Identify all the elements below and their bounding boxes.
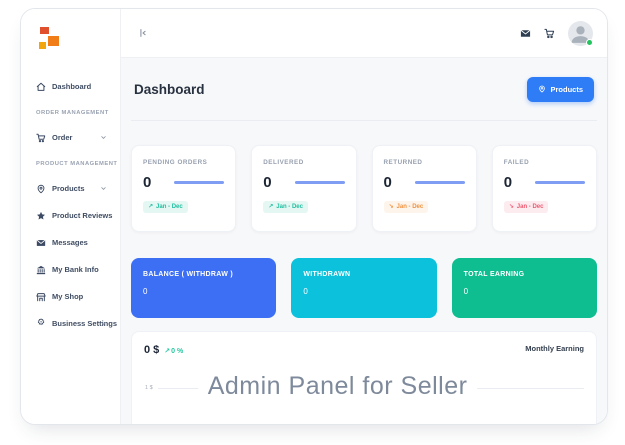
stats-row: PENDING ORDERS 0 ↗ Jan - Dec DELIVERED 0 bbox=[131, 145, 597, 232]
sparkline bbox=[535, 180, 585, 185]
stat-value: 0 bbox=[143, 174, 152, 191]
sidebar-section-product-management: PRODUCT MANAGEMENT bbox=[36, 161, 118, 167]
pin-icon bbox=[36, 184, 46, 194]
logo-square-yellow bbox=[39, 42, 46, 49]
earning-chart: 1 $ Admin Panel for Seller bbox=[144, 368, 584, 424]
user-avatar[interactable] bbox=[568, 20, 593, 46]
stat-label: PENDING ORDERS bbox=[143, 159, 208, 166]
sidebar: Dashboard ORDER MANAGEMENT Order PRODUCT… bbox=[21, 9, 121, 424]
sparkline bbox=[174, 180, 225, 185]
cart-icon bbox=[36, 133, 46, 143]
logo-square-red bbox=[40, 27, 49, 34]
page-header: Dashboard Products bbox=[131, 58, 597, 121]
sidebar-item-label: Product Reviews bbox=[52, 211, 113, 220]
summary-label: TOTAL EARNING bbox=[463, 271, 525, 278]
sparkline bbox=[414, 180, 465, 185]
stat-card-delivered[interactable]: DELIVERED 0 ↗ Jan - Dec bbox=[251, 145, 357, 232]
content: Dashboard Products PENDING ORDERS 0 ↗ bbox=[121, 58, 607, 424]
messages-icon[interactable] bbox=[520, 28, 531, 39]
date-range-badge: ↗ Jan - Dec bbox=[263, 201, 308, 213]
sidebar-item-products[interactable]: Products bbox=[21, 175, 120, 202]
main-area: Dashboard Products PENDING ORDERS 0 ↗ bbox=[121, 9, 607, 424]
bank-icon bbox=[36, 265, 46, 275]
sparkline bbox=[294, 180, 345, 185]
gear-icon: ⚙ bbox=[36, 318, 46, 328]
products-button[interactable]: Products bbox=[527, 76, 594, 102]
stat-value: 0 bbox=[503, 174, 513, 191]
page-title: Dashboard bbox=[134, 81, 205, 97]
withdrawn-card[interactable]: WITHDRAWN 0 bbox=[291, 258, 437, 318]
summary-label: BALANCE ( WITHDRAW ) bbox=[143, 271, 233, 278]
trend-up-icon: ↗ bbox=[148, 203, 154, 210]
sidebar-section-order-management: ORDER MANAGEMENT bbox=[36, 110, 109, 116]
sidebar-item-label: Order bbox=[52, 133, 73, 142]
sidebar-item-my-shop[interactable]: My Shop bbox=[21, 283, 120, 310]
shop-icon bbox=[36, 292, 46, 302]
chevron-down-icon bbox=[100, 185, 107, 192]
stat-label: RETURNED bbox=[383, 159, 423, 166]
badge-label: Jan - Dec bbox=[516, 204, 544, 210]
cart-icon[interactable] bbox=[544, 28, 555, 39]
badge-label: Jan - Dec bbox=[276, 204, 303, 210]
topbar-actions bbox=[520, 20, 593, 46]
badge-label: Jan - Dec bbox=[156, 204, 183, 210]
summary-label: WITHDRAWN bbox=[303, 271, 351, 278]
trend-up-icon: ↗ bbox=[164, 347, 171, 355]
sidebar-item-label: Business Settings bbox=[52, 319, 118, 328]
date-range-badge: ↘ Jan - Dec bbox=[383, 201, 429, 213]
stat-label: DELIVERED bbox=[263, 159, 304, 166]
brand-logo[interactable] bbox=[37, 27, 63, 61]
earning-trend: ↗ 0 % bbox=[164, 347, 183, 355]
sidebar-nav: Dashboard ORDER MANAGEMENT Order PRODUCT… bbox=[21, 73, 120, 337]
home-icon bbox=[36, 82, 46, 92]
stat-card-failed[interactable]: FAILED 0 ↘ Jan - Dec bbox=[491, 145, 597, 232]
sidebar-item-label: My Bank Info bbox=[52, 265, 99, 274]
earning-percent: 0 % bbox=[171, 348, 184, 355]
sidebar-item-business-settings[interactable]: ⚙ Business Settings bbox=[21, 310, 120, 337]
sidebar-item-product-reviews[interactable]: Product Reviews bbox=[21, 202, 120, 229]
summary-value: 0 bbox=[463, 287, 469, 296]
sidebar-item-label: Dashboard bbox=[52, 82, 92, 91]
watermark-text: Admin Panel for Seller bbox=[197, 372, 478, 401]
sidebar-item-order[interactable]: Order bbox=[21, 124, 120, 151]
stat-value: 0 bbox=[383, 174, 392, 191]
sidebar-collapse-icon[interactable] bbox=[138, 28, 148, 38]
total-earning-card[interactable]: TOTAL EARNING 0 bbox=[451, 258, 597, 318]
products-button-label: Products bbox=[550, 84, 583, 94]
date-range-badge: ↗ Jan - Dec bbox=[143, 201, 188, 213]
y-axis-tick: 1 $ bbox=[145, 385, 153, 391]
sidebar-item-dashboard[interactable]: Dashboard bbox=[21, 73, 120, 100]
sidebar-item-my-bank-info[interactable]: My Bank Info bbox=[21, 256, 120, 283]
topbar bbox=[121, 9, 607, 58]
sidebar-item-label: Messages bbox=[52, 238, 88, 247]
date-range-badge: ↘ Jan - Dec bbox=[503, 201, 549, 213]
chart-title: Monthly Earning bbox=[525, 344, 584, 353]
earning-value: 0 $ bbox=[144, 344, 160, 356]
chevron-down-icon bbox=[100, 134, 107, 141]
sidebar-item-label: My Shop bbox=[52, 292, 84, 301]
stat-value: 0 bbox=[263, 174, 272, 191]
app-window: Dashboard ORDER MANAGEMENT Order PRODUCT… bbox=[20, 8, 608, 425]
summary-value: 0 bbox=[143, 287, 148, 296]
logo-square-orange bbox=[48, 36, 59, 46]
stat-card-returned[interactable]: RETURNED 0 ↘ Jan - Dec bbox=[371, 145, 477, 232]
summary-value: 0 bbox=[303, 287, 308, 296]
stat-label: FAILED bbox=[503, 159, 530, 166]
trend-down-icon: ↘ bbox=[508, 203, 514, 210]
balance-withdraw-card[interactable]: BALANCE ( WITHDRAW ) 0 bbox=[131, 258, 277, 318]
monthly-earning-card: 0 $ ↗ 0 % Monthly Earning 1 $ Admin Pane… bbox=[131, 331, 597, 424]
trend-down-icon: ↘ bbox=[388, 203, 394, 210]
star-icon bbox=[36, 211, 46, 221]
stat-card-pending-orders[interactable]: PENDING ORDERS 0 ↗ Jan - Dec bbox=[131, 145, 237, 232]
sidebar-item-messages[interactable]: Messages bbox=[21, 229, 120, 256]
sidebar-item-label: Products bbox=[52, 184, 85, 193]
chevron-down-icon bbox=[100, 320, 107, 327]
badge-label: Jan - Dec bbox=[396, 204, 424, 210]
online-status-dot bbox=[586, 38, 593, 46]
pin-icon bbox=[539, 85, 546, 93]
trend-up-icon: ↗ bbox=[268, 203, 274, 210]
envelope-icon bbox=[36, 238, 46, 248]
summary-row: BALANCE ( WITHDRAW ) 0 WITHDRAWN 0 TOTAL… bbox=[131, 258, 597, 318]
